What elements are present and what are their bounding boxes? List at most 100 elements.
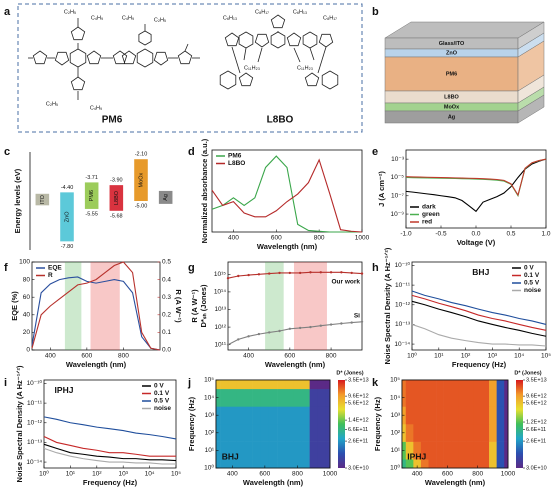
y-tick-label: 10⁻³ <box>391 156 405 163</box>
heatmap-cell <box>285 380 294 390</box>
ring <box>318 33 334 48</box>
panel-letter: g <box>188 262 195 274</box>
x-tick-label: 10³ <box>488 353 498 360</box>
series-marker <box>278 271 281 275</box>
substituent: C₄H₉ <box>90 105 102 111</box>
heatmap-cell <box>301 424 310 442</box>
ring <box>69 48 87 68</box>
heatmap-cell <box>413 459 422 469</box>
substituent: C₈H₁₇ <box>323 15 337 21</box>
heatmap-cell <box>260 388 270 407</box>
heatmap-cell <box>466 424 475 442</box>
bond <box>231 46 241 74</box>
heatmap-cell <box>228 388 237 407</box>
x-tick-label: 10⁴ <box>514 353 524 360</box>
layer-label: L8BO <box>444 94 459 100</box>
series-marker <box>298 326 302 330</box>
series-line <box>211 158 363 233</box>
y-tick-label: 10² <box>205 430 215 437</box>
substituent: C₄H₉ <box>91 15 103 21</box>
heatmap-cell <box>216 459 221 469</box>
energy-bar <box>35 193 50 206</box>
series-marker <box>257 332 261 336</box>
heatmap-cell <box>317 459 327 469</box>
y-tick-label: 10⁻¹¹ <box>27 400 43 407</box>
heatmap-cell <box>405 441 414 460</box>
heatmap-cell <box>489 424 497 442</box>
heatmap-cell <box>428 406 437 425</box>
material-label: PM6 <box>89 190 95 201</box>
heatmap-cell <box>451 406 460 425</box>
lumo-label: -3.90 <box>110 178 123 184</box>
series-marker <box>226 277 230 280</box>
x-tick-label: 10⁰ <box>39 470 49 478</box>
x-tick-label: 1000 <box>355 235 370 242</box>
heatmap-cell <box>451 441 460 460</box>
x-tick-label: 10³ <box>118 471 128 478</box>
heatmap-cell <box>301 459 310 469</box>
heatmap-cell <box>428 424 437 442</box>
heatmap-cell <box>285 406 294 425</box>
heatmap-cell <box>496 459 505 469</box>
y-tick-label: 10¹ <box>391 447 401 454</box>
heatmap-cell <box>481 406 490 425</box>
series-line <box>405 158 547 213</box>
x-tick-label: 800 <box>292 471 303 478</box>
bond <box>293 47 301 63</box>
heatmap-cell <box>228 380 237 390</box>
heatmap-cell <box>443 388 452 407</box>
colorbar-tick-label: 2.6E+11 <box>526 439 546 445</box>
x-tick-label: 800 <box>472 471 483 478</box>
ring <box>286 32 302 47</box>
heatmap-cell <box>436 459 444 469</box>
x-axis-label: Wavelength (nm) <box>243 478 304 487</box>
heatmap-cell <box>436 406 444 425</box>
heatmap-cell <box>443 459 452 469</box>
plot-frame <box>43 379 177 469</box>
ring <box>86 50 102 65</box>
heatmap-cell <box>285 388 294 407</box>
heatmap-cell <box>413 388 422 407</box>
x-axis-label: Frequency (Hz) <box>83 478 138 487</box>
y-tick-label: 10⁻¹⁰ <box>395 261 411 269</box>
heatmap-cell <box>220 388 229 407</box>
legend-label: 0.1 V <box>154 390 170 397</box>
homo-label: -5.68 <box>110 213 123 219</box>
bond <box>184 43 189 52</box>
heatmap-cell <box>260 406 270 425</box>
layer-top <box>384 21 545 39</box>
y-tick-label: 10⁰ <box>204 464 214 472</box>
y-tick-label: 10⁻¹² <box>395 301 411 308</box>
plot-frame <box>215 379 331 469</box>
plot-frame <box>31 261 161 351</box>
colorbar-tick-label: 6.6E+11 <box>348 427 368 433</box>
x-tick-label: 10¹ <box>66 471 76 478</box>
series-marker <box>226 343 230 346</box>
x-tick-label: 1000 <box>501 471 516 478</box>
series-marker <box>309 271 312 274</box>
heatmap-cell <box>285 441 294 460</box>
bond <box>317 46 327 74</box>
x-tick-label: -0.5 <box>435 231 447 238</box>
x-tick-label: 600 <box>271 235 282 242</box>
heatmap-cell <box>420 406 429 425</box>
heatmap-cell <box>268 406 278 425</box>
heatmap-cell <box>285 459 294 469</box>
ring <box>112 50 128 65</box>
heatmap-cell <box>236 459 245 469</box>
colorbar <box>516 380 523 468</box>
heatmap-cell <box>443 441 452 460</box>
x-tick-label: 800 <box>118 353 129 360</box>
material-label: L8BO <box>114 190 120 205</box>
x-axis-label: Wavelength (nm) <box>425 478 486 487</box>
heatmap-cell <box>325 459 331 469</box>
series-marker <box>268 331 271 334</box>
heatmap-cell <box>325 388 331 407</box>
heatmap-cell <box>413 424 422 442</box>
heatmap-cell <box>489 441 497 460</box>
colorbar-tick-label: 1.2E+12 <box>526 419 547 425</box>
plot-frame <box>411 261 547 351</box>
heatmap-cell <box>317 406 327 425</box>
legend-label: red <box>422 219 432 226</box>
legend-label: 0 V <box>154 383 164 390</box>
